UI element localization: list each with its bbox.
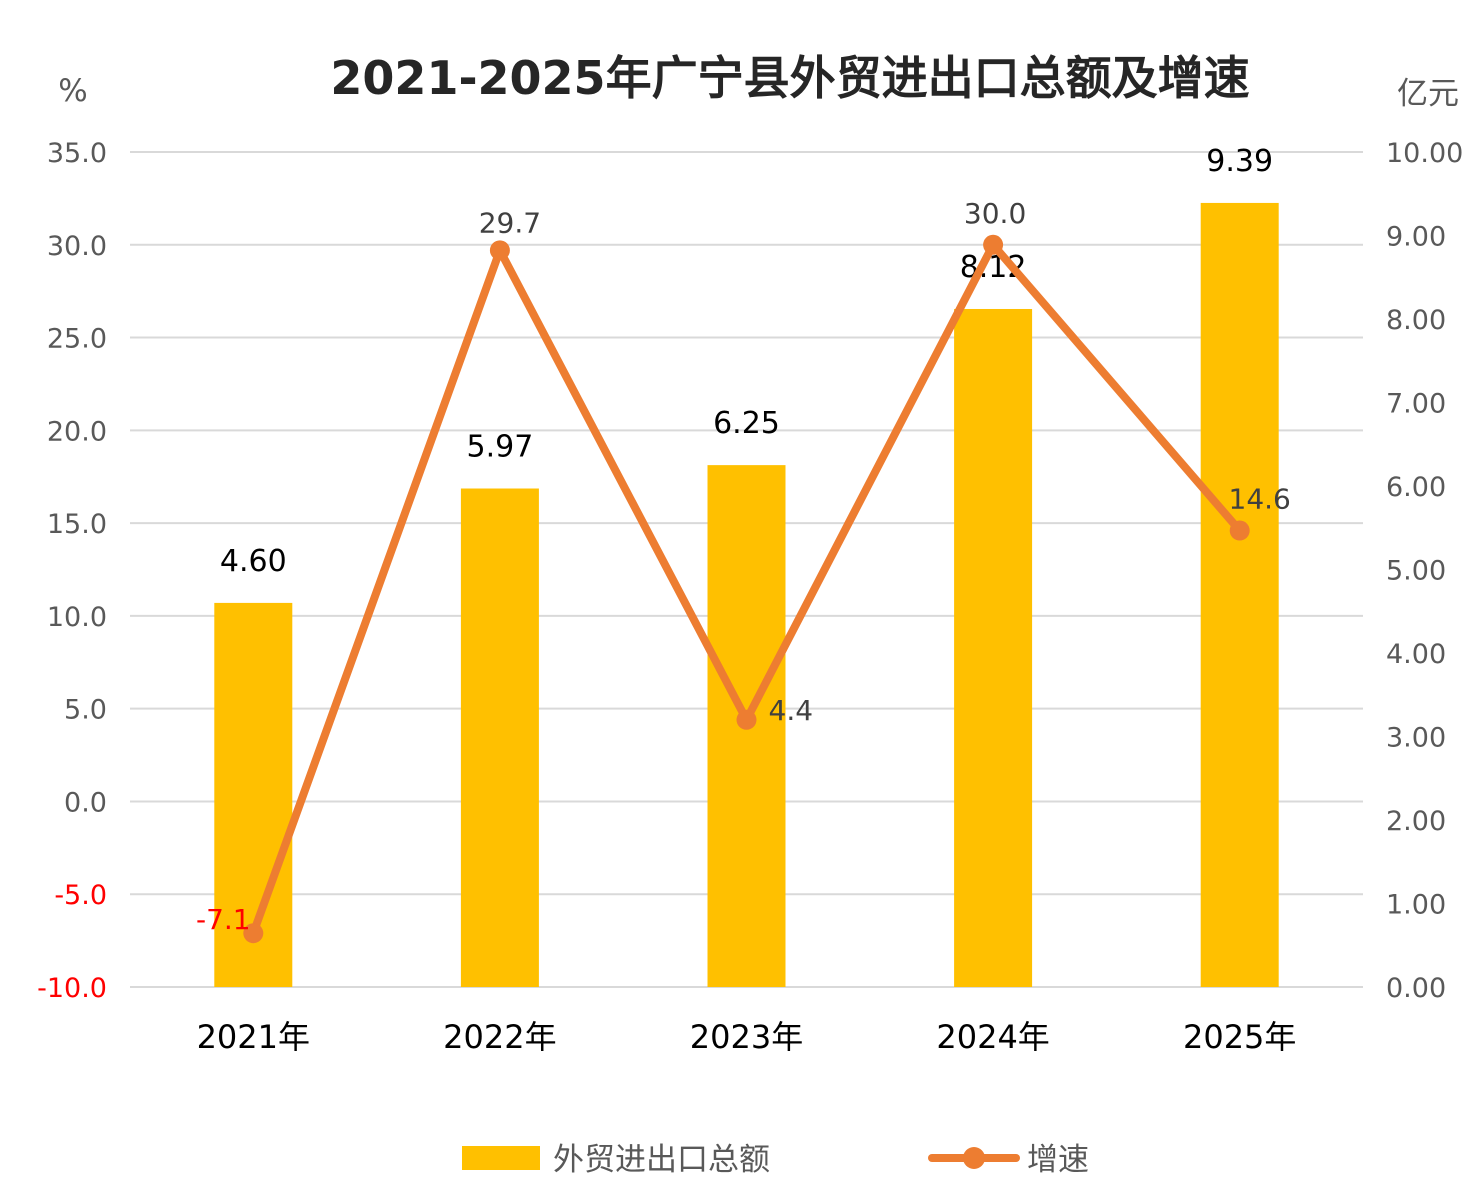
growth-point — [983, 234, 1004, 255]
line-value-label: 4.4 — [769, 694, 814, 727]
right-tick-label: 1.00 — [1386, 890, 1446, 921]
growth-point — [489, 240, 510, 261]
category-labels: 2021年 2022年 2023年 2024年 2025年 — [197, 1018, 1297, 1056]
right-tick-label: 3.00 — [1386, 723, 1446, 754]
legend-bar-swatch — [462, 1146, 540, 1170]
left-tick-label: 30.0 — [47, 231, 107, 262]
left-tick-label: 15.0 — [47, 509, 107, 540]
category-label: 2021年 — [197, 1018, 310, 1056]
legend: 外贸进出口总额 增速 — [462, 1142, 1089, 1178]
category-label: 2025年 — [1183, 1018, 1296, 1056]
left-tick-label: 20.0 — [47, 416, 107, 447]
right-tick-label: 0.00 — [1386, 973, 1446, 1004]
category-label: 2023年 — [690, 1018, 803, 1056]
category-label: 2022年 — [443, 1018, 556, 1056]
bar-value-label: 5.97 — [467, 430, 534, 465]
right-tick-label: 9.00 — [1386, 222, 1446, 253]
bar-value-label: 4.60 — [220, 544, 287, 579]
growth-point — [243, 923, 264, 944]
category-label: 2024年 — [936, 1018, 1049, 1056]
right-tick-label: 8.00 — [1386, 305, 1446, 336]
left-tick-label: -10.0 — [37, 973, 107, 1004]
chart-title: 2021-2025年广宁县外贸进出口总额及增速 — [330, 51, 1249, 105]
bar — [460, 488, 539, 987]
bar-value-label: 6.25 — [713, 406, 780, 441]
line-series — [243, 234, 1250, 944]
left-axis-ticks: 35.0 30.0 25.0 20.0 15.0 10.0 5.0 0.0 -5.0 -10.0 — [37, 138, 107, 1004]
line-data-labels: -7.1 29.7 4.4 30.0 14.6 — [196, 197, 1291, 936]
right-tick-label: 4.00 — [1386, 639, 1446, 670]
bar-value-label: 9.39 — [1206, 144, 1273, 179]
growth-point — [1229, 520, 1250, 541]
right-tick-label: 7.00 — [1386, 389, 1446, 420]
growth-point — [736, 709, 757, 730]
line-value-label: 14.6 — [1229, 483, 1291, 516]
left-tick-label: 35.0 — [47, 138, 107, 169]
bar — [954, 308, 1033, 988]
legend-line-label: 增速 — [1027, 1142, 1089, 1178]
left-tick-label: -5.0 — [54, 880, 107, 911]
line-value-label: -7.1 — [196, 903, 251, 936]
right-tick-label: 5.00 — [1386, 556, 1446, 587]
left-tick-label: 10.0 — [47, 602, 107, 633]
bar — [1200, 202, 1279, 987]
right-tick-label: 6.00 — [1386, 472, 1446, 503]
legend-line-marker — [963, 1147, 985, 1169]
legend-bar-label: 外贸进出口总额 — [553, 1142, 770, 1178]
right-tick-label: 10.00 — [1386, 138, 1463, 169]
left-axis-unit: % — [58, 73, 87, 109]
right-axis-unit: 亿元 — [1397, 76, 1459, 112]
right-axis-ticks: 10.00 9.00 8.00 7.00 6.00 5.00 4.00 3.00 2.00 1.0… — [1386, 138, 1463, 1004]
left-tick-label: 25.0 — [47, 324, 107, 355]
right-tick-label: 2.00 — [1386, 806, 1446, 837]
left-tick-label: 5.0 — [64, 695, 107, 726]
line-value-label: 29.7 — [479, 206, 541, 239]
left-tick-label: 0.0 — [64, 787, 107, 818]
line-value-label: 30.0 — [964, 197, 1026, 230]
